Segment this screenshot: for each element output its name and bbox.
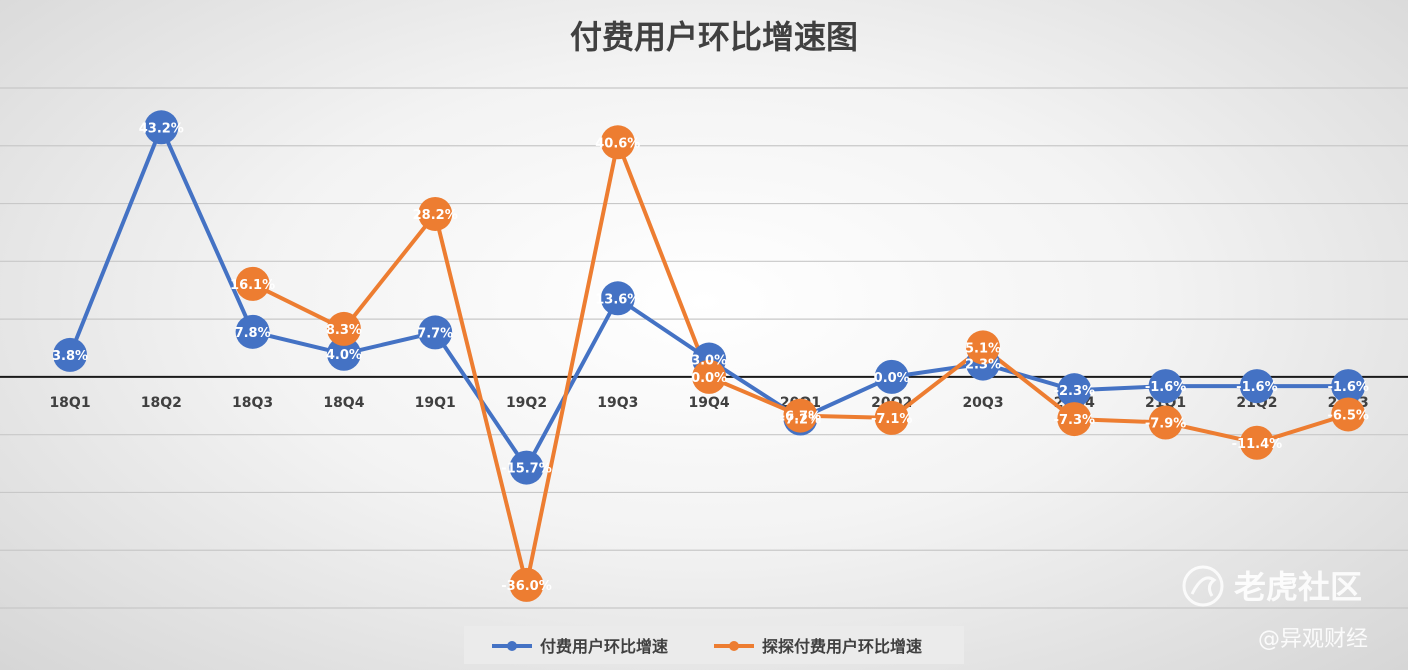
data-label: 0.0%: [874, 371, 910, 386]
data-point: [53, 337, 87, 372]
data-point: [144, 110, 179, 145]
data-label: 8.3%: [326, 323, 362, 338]
data-point: [1331, 397, 1366, 432]
watermark: 老虎社区 @异观财经: [1182, 565, 1368, 652]
data-label: 0.0%: [691, 371, 727, 386]
x-tick-label: 19Q4: [689, 395, 730, 411]
data-label: -11.4%: [1232, 437, 1283, 452]
data-point: [235, 314, 270, 349]
legend-item-series-1: 付费用户环比增速: [492, 637, 668, 656]
legend-marker-series-2: [729, 641, 739, 651]
data-label: 7.7%: [417, 326, 453, 341]
data-point: [326, 311, 361, 346]
watermark-brand: 老虎社区: [1234, 568, 1362, 606]
data-label: 4.0%: [326, 348, 362, 363]
data-label: 7.8%: [235, 326, 271, 341]
data-point: [1057, 402, 1092, 437]
data-point: [692, 359, 727, 394]
data-label: 3.8%: [52, 349, 88, 364]
legend-label-series-1: 付费用户环比增速: [540, 637, 668, 656]
x-tick-label: 18Q3: [232, 395, 273, 411]
tiger-logo-icon: [1182, 565, 1224, 607]
data-label: -1.6%: [1236, 380, 1277, 395]
data-point: [600, 281, 635, 316]
legend-label-series-2: 探探付费用户环比增速: [762, 637, 922, 656]
data-label: -7.3%: [1054, 413, 1095, 428]
data-point: [509, 567, 544, 602]
data-point: [1239, 425, 1274, 460]
data-label: -6.7%: [780, 410, 821, 425]
data-point: [418, 196, 453, 231]
legend: 付费用户环比增速 探探付费用户环比增速: [464, 626, 964, 664]
data-label: 13.6%: [595, 292, 640, 307]
data-label: -2.3%: [1054, 384, 1095, 399]
legend-item-series-2: 探探付费用户环比增速: [714, 637, 922, 656]
data-label: 28.2%: [413, 208, 458, 223]
data-point: [1057, 373, 1092, 408]
data-point: [783, 398, 818, 433]
data-point: [509, 450, 544, 485]
data-label: 40.6%: [595, 136, 640, 151]
data-label: 43.2%: [139, 121, 184, 136]
data-label: -6.5%: [1327, 408, 1368, 423]
data-point: [966, 330, 1000, 365]
data-point: [600, 125, 635, 160]
watermark-source: @异观财经: [1258, 627, 1368, 652]
data-label: -7.1%: [871, 412, 912, 427]
x-tick-label: 19Q2: [506, 395, 547, 411]
data-point: [1148, 369, 1183, 404]
data-point: [1148, 405, 1183, 440]
data-label: 3.0%: [691, 354, 727, 369]
data-point: [874, 400, 909, 435]
data-label: -7.9%: [1145, 417, 1186, 432]
x-tick-label: 20Q3: [962, 395, 1003, 411]
chart-title: 付费用户环比增速图: [570, 18, 858, 56]
x-tick-label: 18Q1: [49, 395, 90, 411]
data-label: -36.0%: [501, 579, 552, 594]
data-point: [418, 315, 453, 350]
data-point: [874, 359, 909, 394]
data-label: 5.1%: [965, 341, 1001, 356]
x-tick-label: 18Q4: [323, 395, 364, 411]
legend-marker-series-1: [507, 641, 517, 651]
data-label: -7.2%: [780, 412, 821, 427]
data-point: [235, 266, 270, 301]
data-label: 16.1%: [230, 278, 275, 293]
data-label: -15.7%: [501, 462, 552, 477]
gridlines: [0, 87, 1408, 609]
x-tick-label: 19Q3: [597, 395, 638, 411]
data-labels: 3.8% 43.2% 7.8% 4.0% 7.7% -15.7% 13.6% 3.0% -7.2…: [52, 121, 1369, 594]
series-lines: [53, 110, 1366, 602]
data-label: -1.6%: [1145, 380, 1186, 395]
data-point: [326, 336, 361, 371]
data-label: 2.3%: [965, 358, 1001, 373]
x-tick-label: 18Q2: [141, 395, 182, 411]
data-label: -1.6%: [1327, 380, 1368, 395]
x-tick-label: 19Q1: [415, 395, 456, 411]
data-point: [1239, 369, 1274, 404]
data-point: [1331, 369, 1366, 404]
